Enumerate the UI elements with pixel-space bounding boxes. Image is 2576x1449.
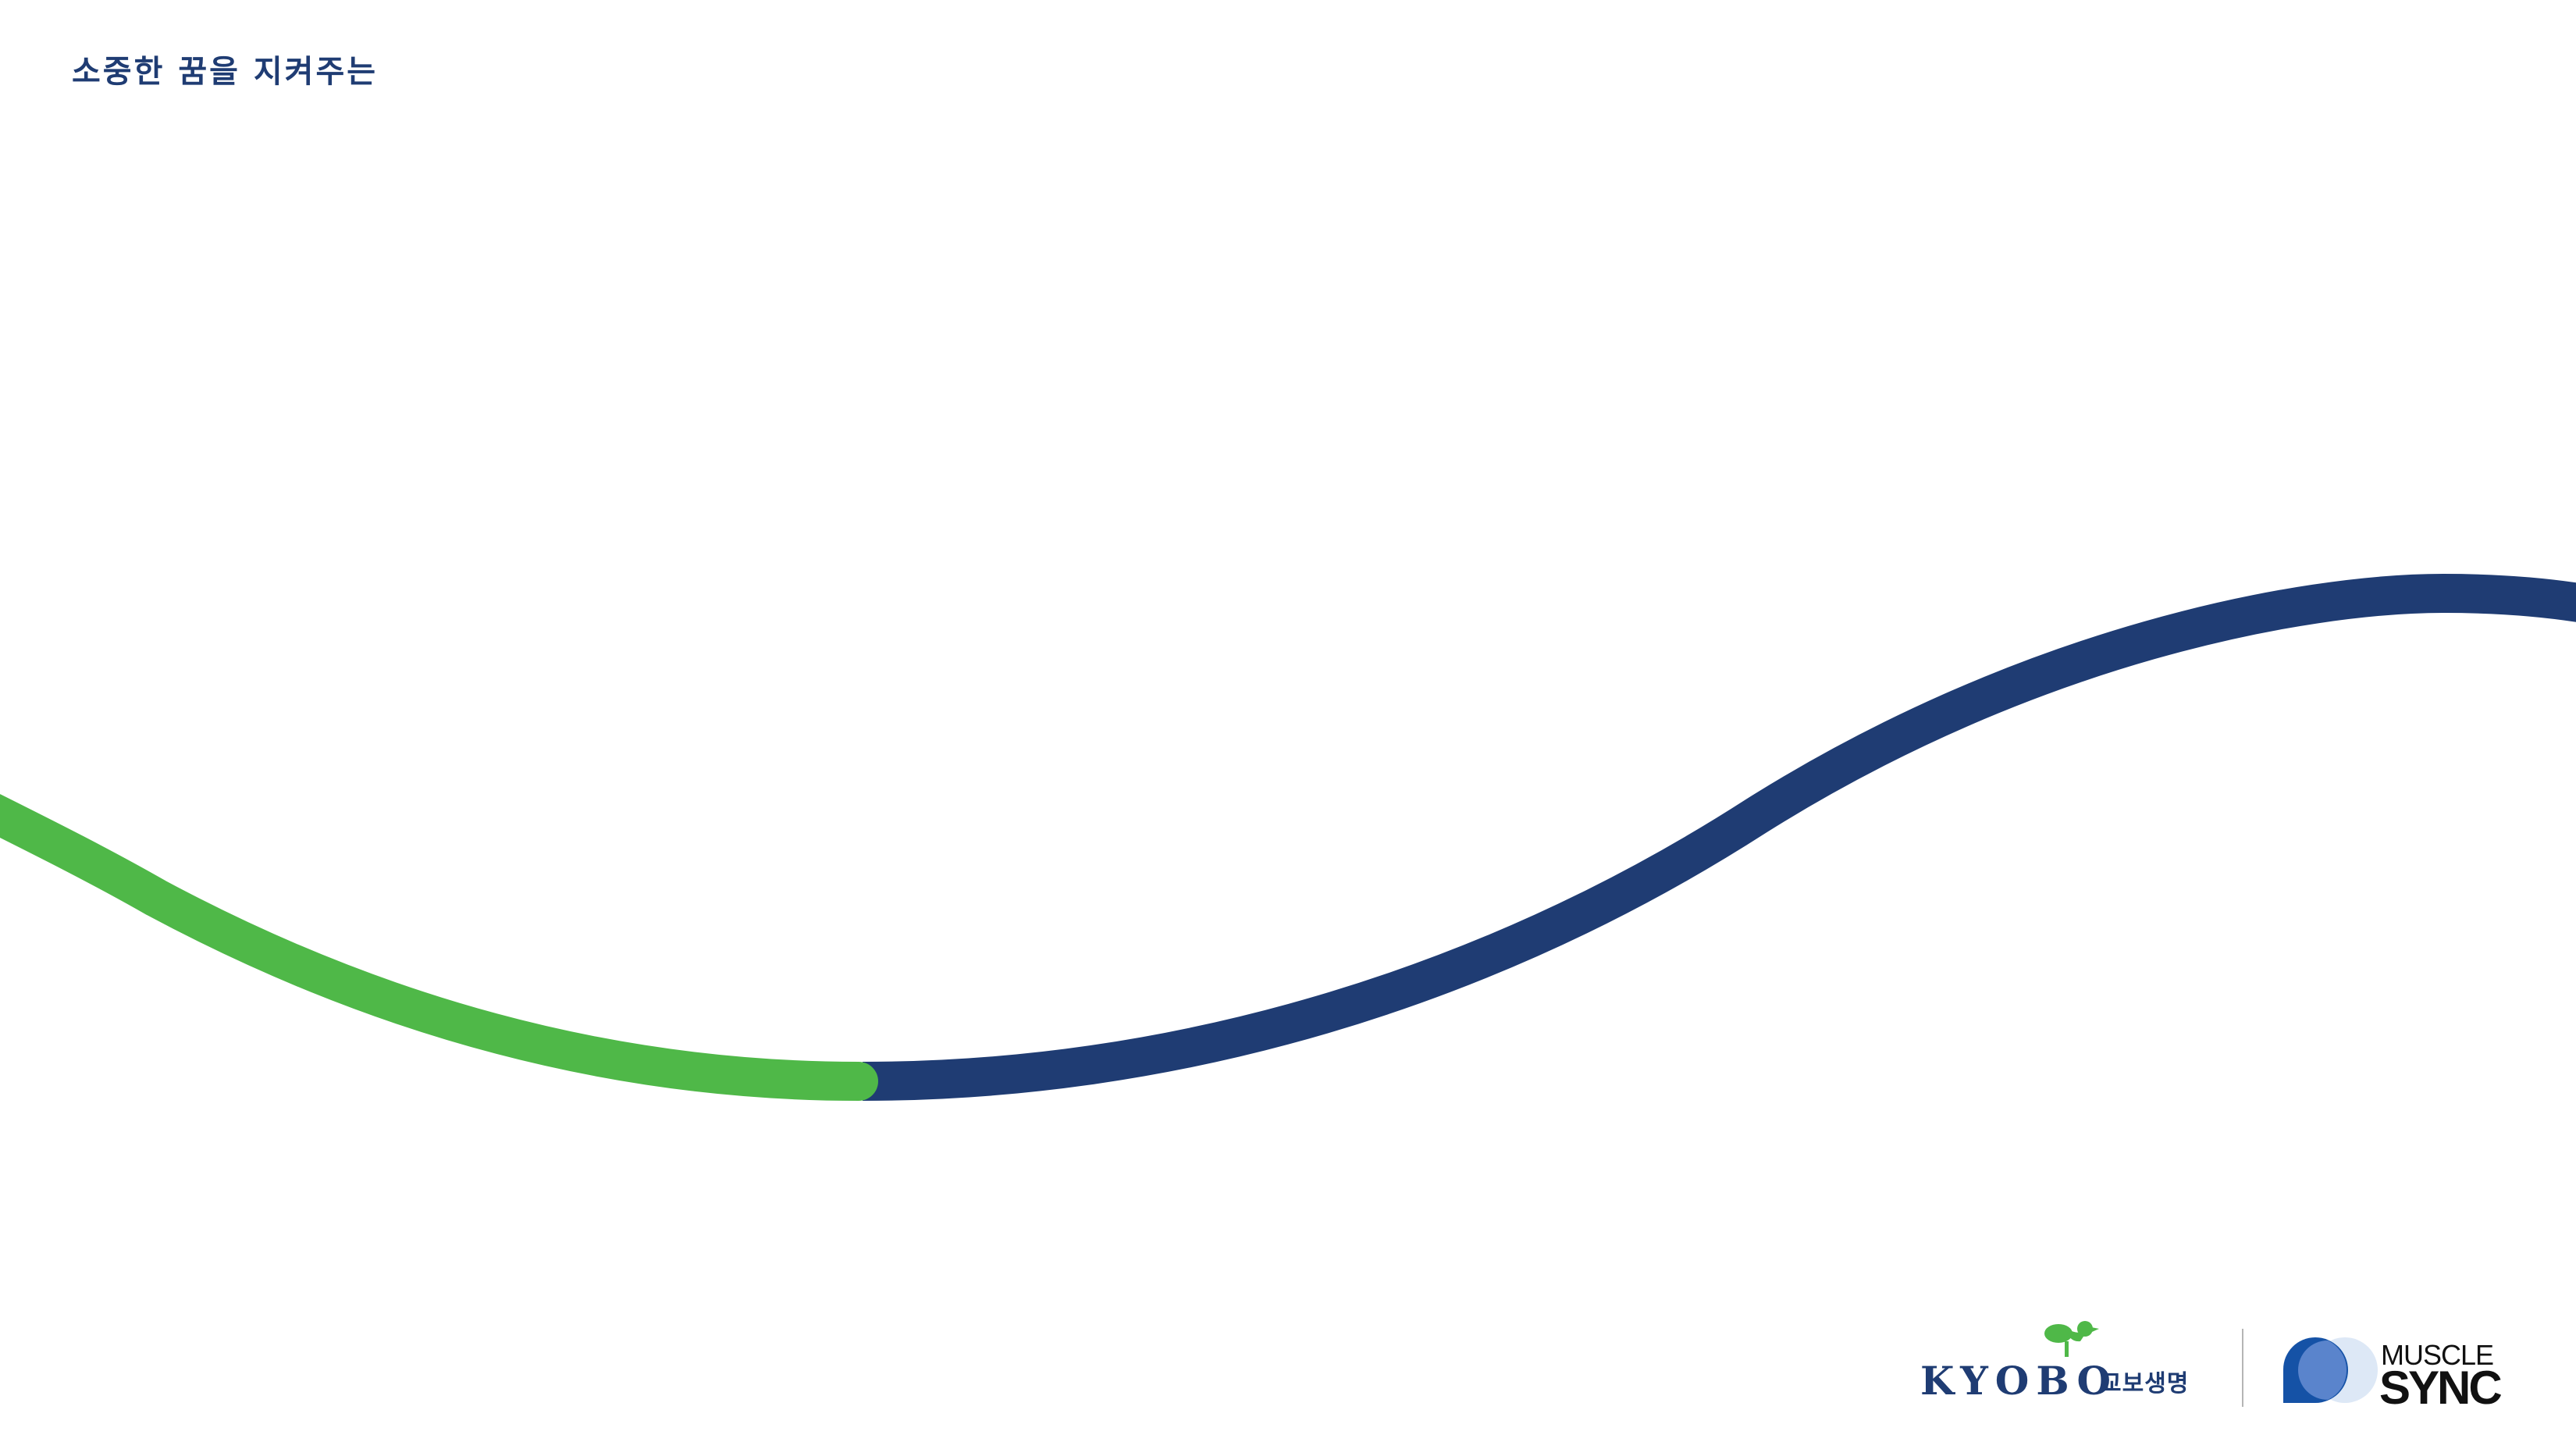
sync-text: SYNC (2379, 1362, 2503, 1414)
kyobo-wordmark: KYOBO (1920, 1358, 2119, 1404)
kyobo-logo: KYOBO 교보생명 (1920, 1319, 2217, 1421)
overlapping-circles-icon (2283, 1337, 2378, 1403)
logo-divider (2242, 1329, 2243, 1407)
muscle-sync-logo: MUSCLE SYNC (2281, 1333, 2515, 1412)
footer-logos: KYOBO 교보생명 MUSCLE SYNC (1920, 1319, 2514, 1421)
bird-icon (2044, 1321, 2099, 1357)
kyobo-korean-name: 교보생명 (2100, 1370, 2190, 1397)
muscle-text: MUSCLE (2381, 1339, 2494, 1371)
wave-green-segment (0, 794, 878, 1101)
wave-navy-segment (862, 573, 2576, 1101)
slogan-text: 소중한 꿈을 지켜주는 (72, 54, 379, 90)
